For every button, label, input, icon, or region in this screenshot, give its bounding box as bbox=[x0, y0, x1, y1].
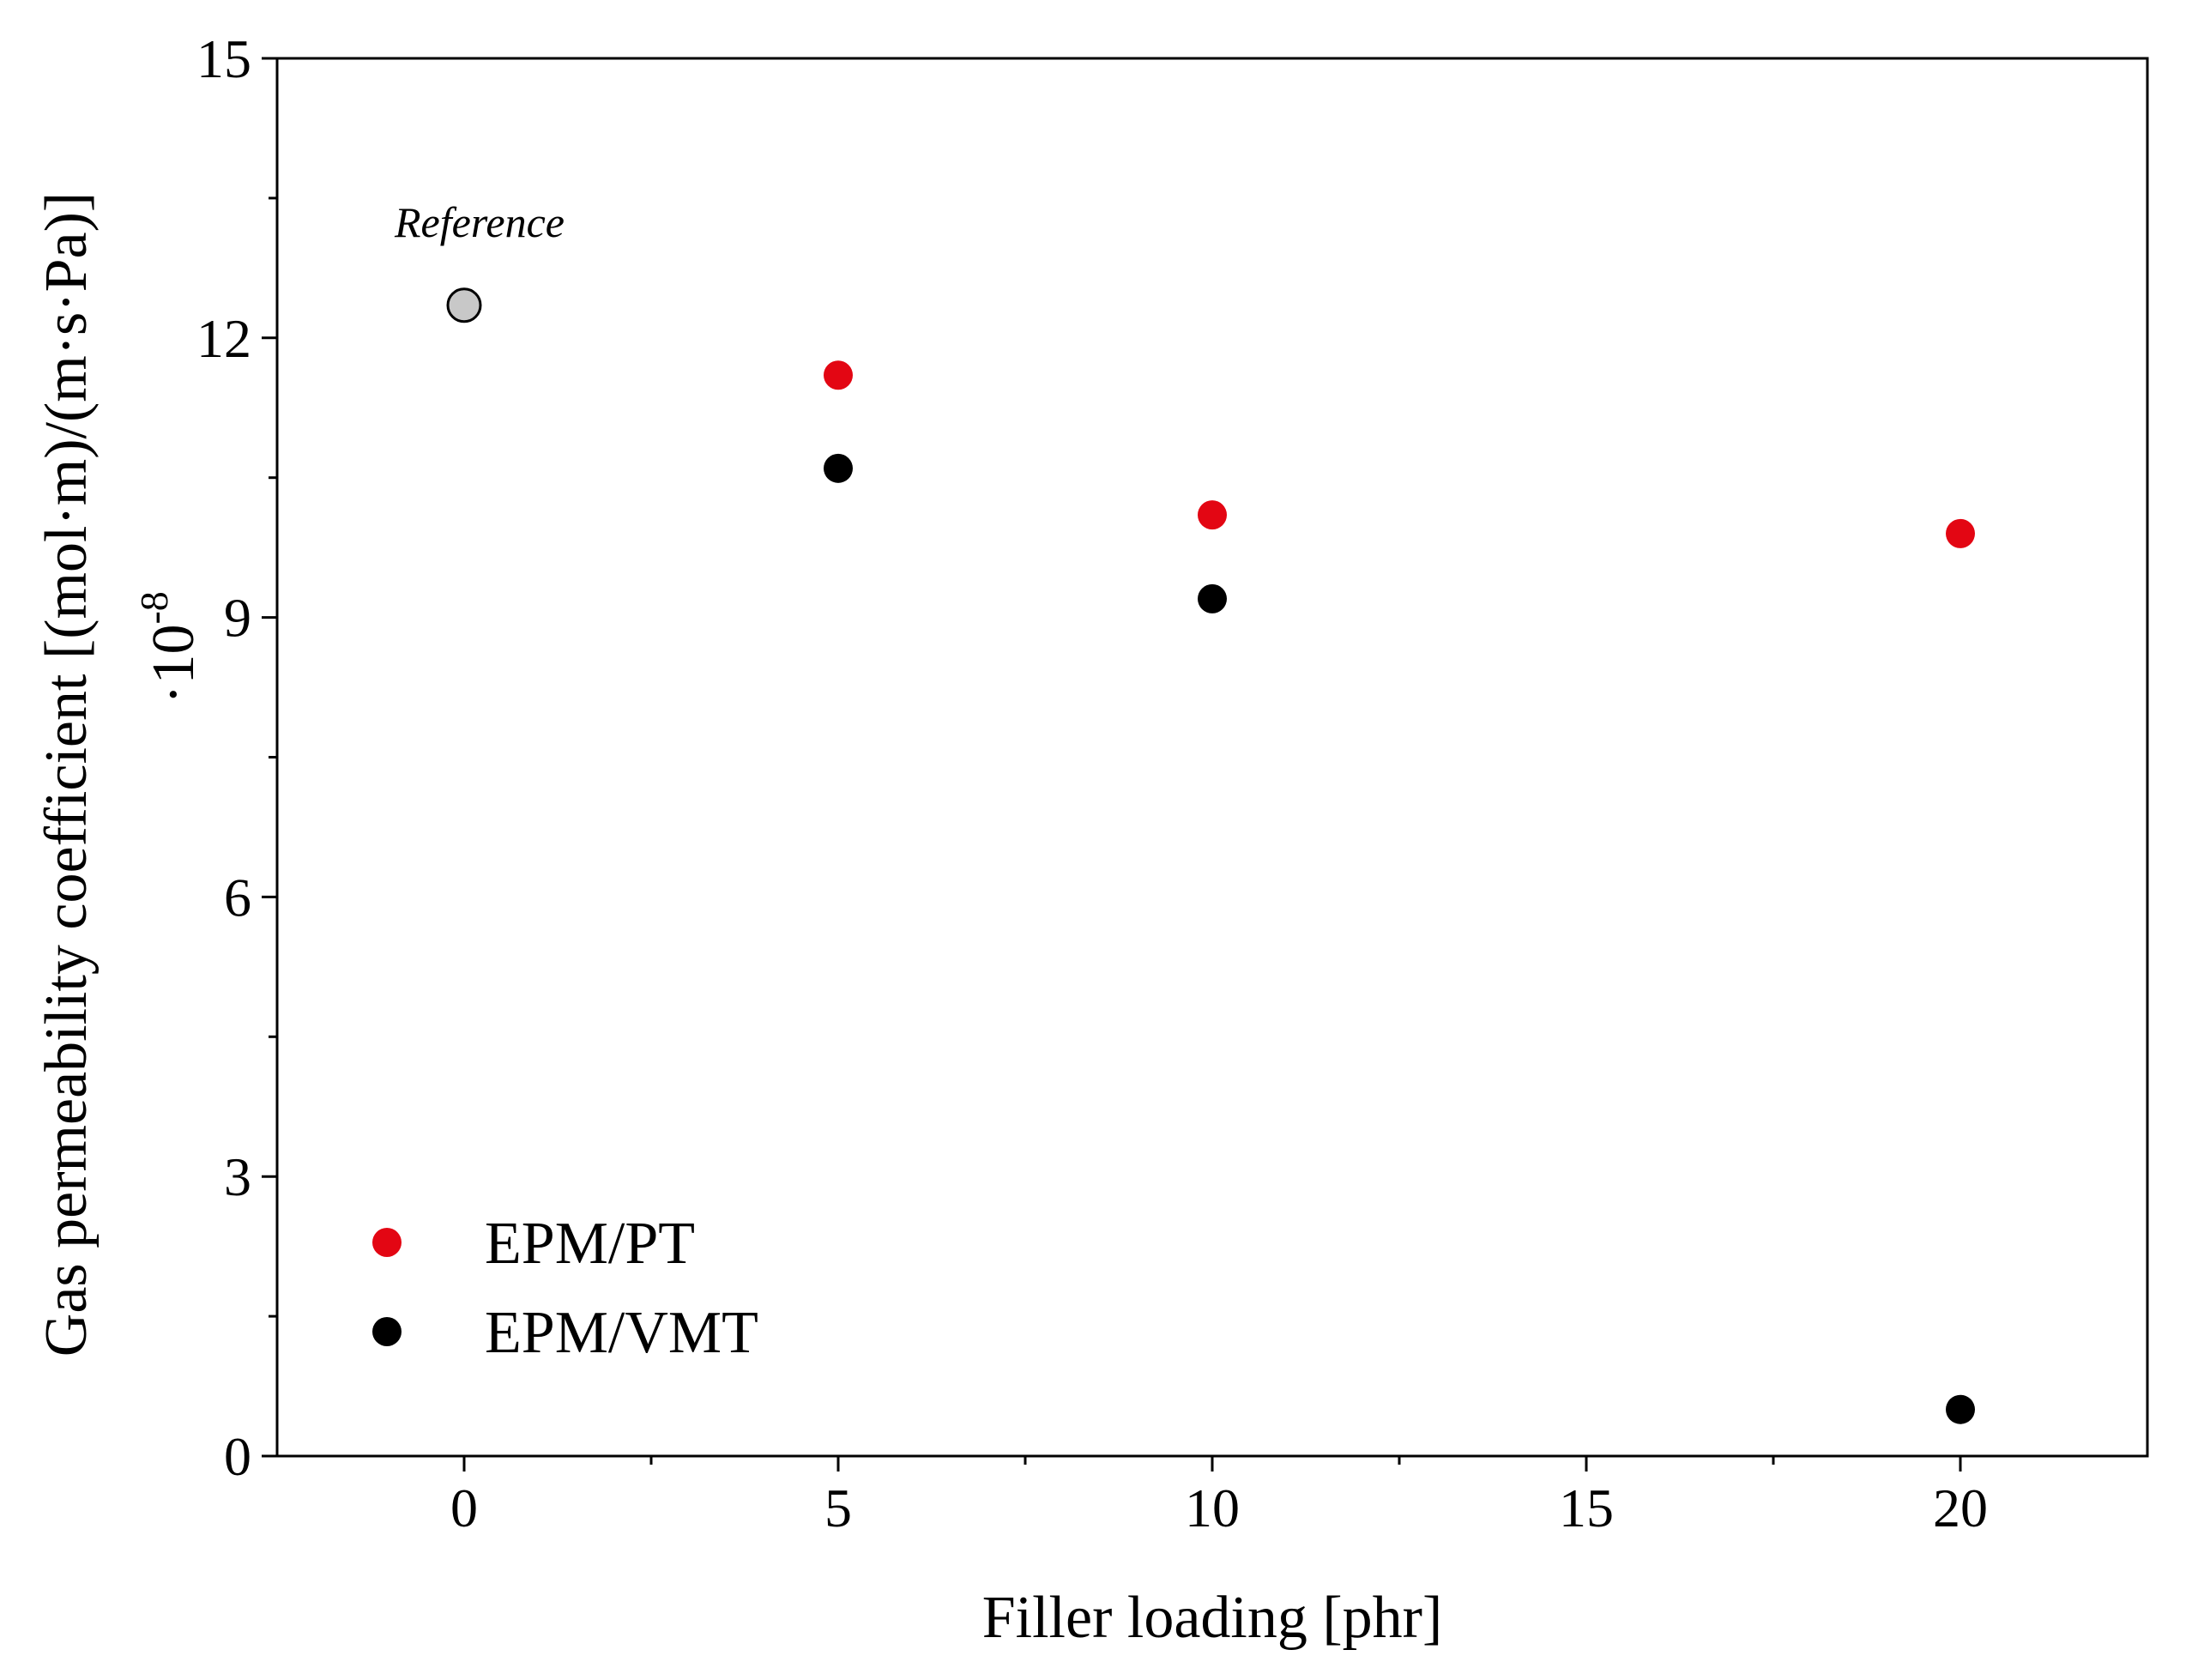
data-point-epm-vmt bbox=[824, 453, 853, 483]
data-point-epm-pt bbox=[1946, 518, 1975, 548]
reference-point bbox=[446, 287, 482, 323]
x-tick-label: 10 bbox=[1185, 1478, 1240, 1538]
legend-marker-epm-vmt bbox=[372, 1317, 402, 1346]
data-point-epm-pt bbox=[824, 360, 853, 390]
x-tick-label: 15 bbox=[1559, 1478, 1614, 1538]
y-tick-label: 15 bbox=[196, 28, 251, 89]
legend-label-epm-pt: EPM/PT bbox=[485, 1211, 695, 1277]
x-tick-label: 20 bbox=[1933, 1478, 1988, 1538]
y-axis-factor: ·10-8 bbox=[132, 591, 207, 704]
y-axis-title: Gas permeability coefficient [(mol·m)/(m… bbox=[33, 192, 100, 1357]
x-axis-title: Filler loading [phr] bbox=[982, 1585, 1443, 1651]
legend: EPM/PT EPM/VMT bbox=[372, 1211, 758, 1366]
x-tick-label: 5 bbox=[824, 1478, 852, 1538]
y-axis-exponent: -8 bbox=[132, 591, 176, 624]
data-point-epm-pt bbox=[1198, 500, 1227, 530]
ticks bbox=[262, 57, 1962, 1472]
y-tick-label: 12 bbox=[196, 308, 251, 369]
y-tick-label: 0 bbox=[224, 1426, 251, 1487]
legend-label-epm-vmt: EPM/VMT bbox=[485, 1300, 758, 1366]
y-tick-label: 3 bbox=[224, 1146, 251, 1207]
tick-labels: 0 5 10 15 20 0 3 6 9 12 15 bbox=[196, 28, 1988, 1538]
reference-annotation: Reference bbox=[394, 198, 565, 246]
legend-marker-epm-pt bbox=[372, 1228, 402, 1257]
data-points bbox=[446, 287, 1975, 1424]
y-tick-label: 6 bbox=[224, 867, 251, 928]
x-tick-label: 0 bbox=[450, 1478, 478, 1538]
y-tick-label: 9 bbox=[224, 588, 251, 649]
data-point-epm-vmt bbox=[1946, 1394, 1975, 1424]
data-point-epm-vmt bbox=[1198, 583, 1227, 613]
